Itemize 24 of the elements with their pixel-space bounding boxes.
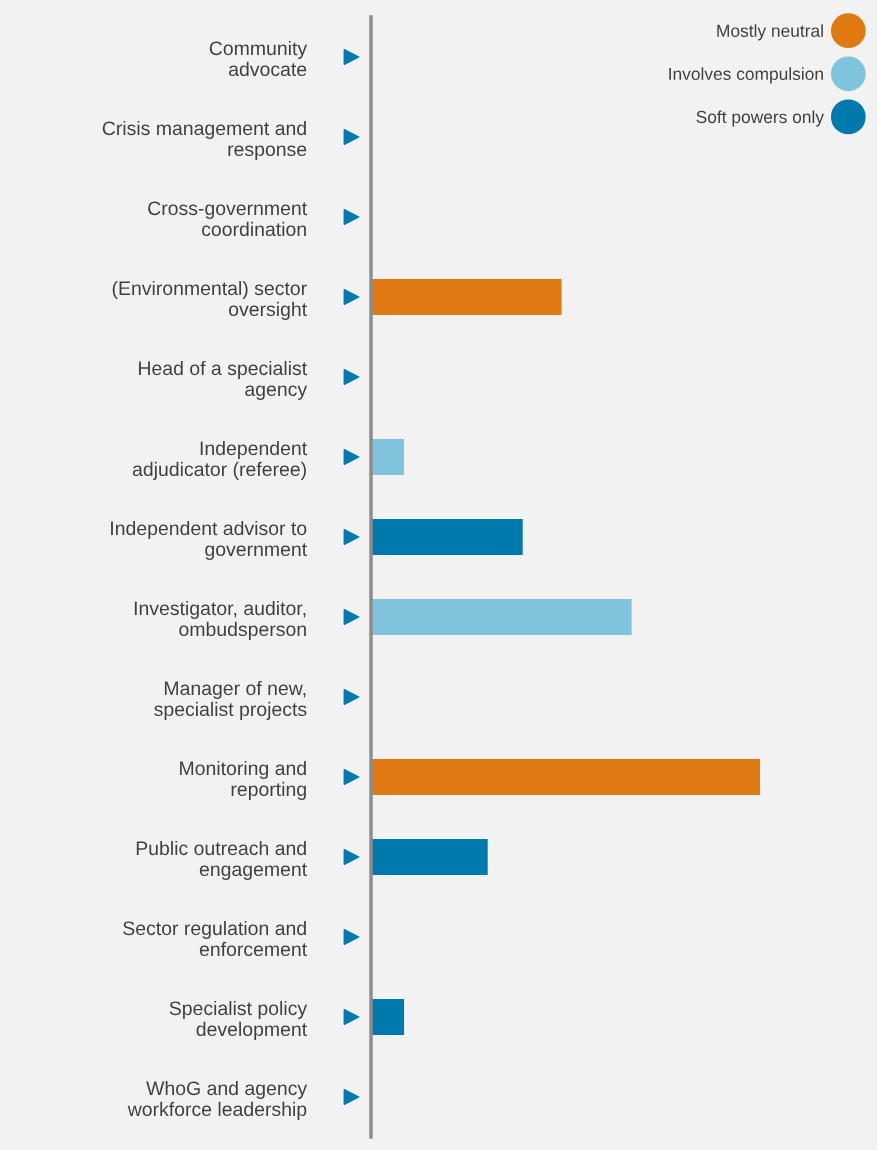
bar [371, 279, 562, 315]
bar [371, 839, 488, 875]
y-tick-label: Independent adjudicator (referee) [132, 440, 307, 480]
bar [371, 439, 405, 475]
y-tick-label: Head of a specialist agency [139, 360, 308, 400]
y-tick-label: Crisis management and response [102, 120, 307, 160]
y-tick-label: Cross-government coordination [148, 201, 307, 237]
y-tick-label: WhoG and agency workforce leadership [127, 1080, 308, 1120]
y-tick-label: Sector regulation and enforcement [123, 920, 307, 957]
y-tick-label: Manager of new, specialist projects [154, 680, 307, 720]
bar [371, 599, 632, 635]
y-tick-label: Monitoring and reporting [180, 760, 306, 800]
y-tick-label: Independent advisor to government [111, 520, 307, 560]
y-tick-label: Public outreach and engagement [136, 840, 307, 880]
legend-label: Involves compulsion [669, 67, 823, 84]
y-tick-label: Community advocate [209, 40, 308, 77]
bar [371, 999, 405, 1035]
bar [371, 519, 523, 555]
bar [371, 759, 760, 795]
y-tick-label: Specialist policy development [169, 1000, 308, 1040]
legend-label: Soft powers only [696, 110, 824, 127]
legend-label: Mostly neutral [717, 24, 823, 41]
y-tick-label: (Environmental) sector oversight [112, 280, 307, 320]
y-tick-label: Investigator, auditor, ombudsperson [134, 600, 306, 640]
